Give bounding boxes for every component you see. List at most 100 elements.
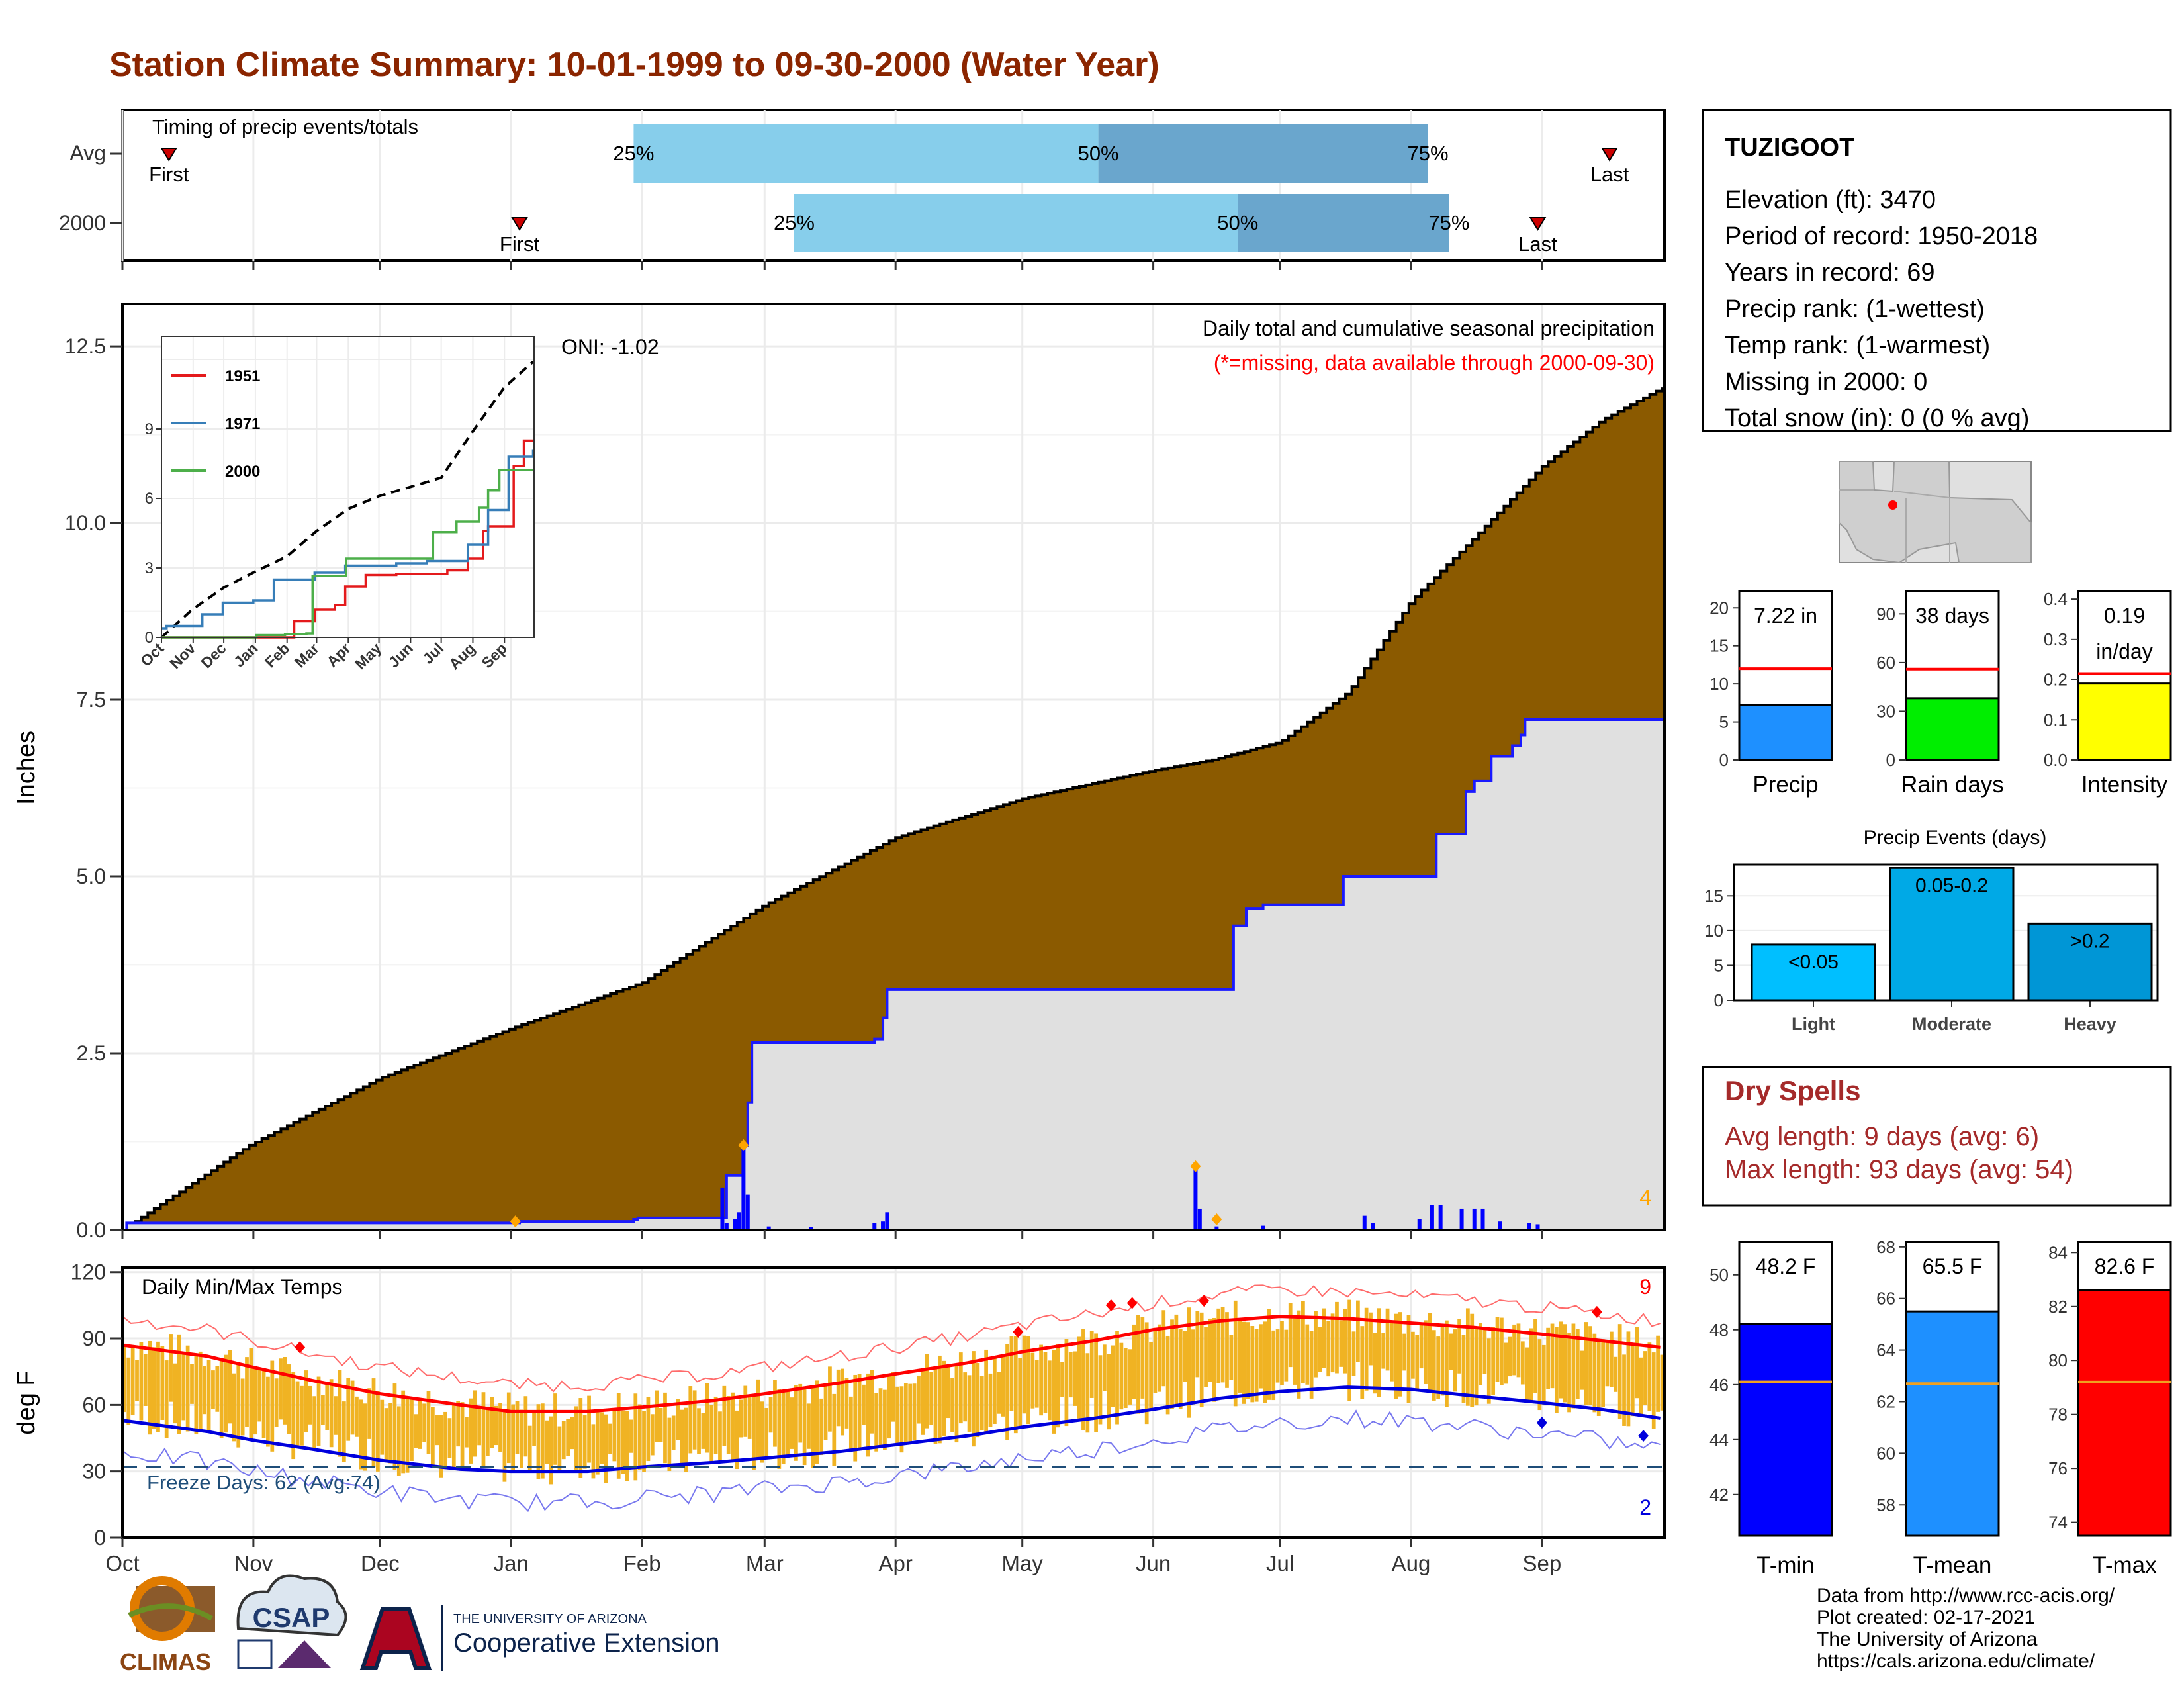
daily-temp-bar <box>1601 1339 1605 1407</box>
daily-temp-bar <box>401 1390 406 1474</box>
temp-ylabel: deg F <box>13 1370 40 1434</box>
credit-line: Data from http://www.rcc-acis.org/ <box>1817 1585 2115 1607</box>
daily-temp-bar <box>1144 1322 1149 1425</box>
daily-temp-bar <box>494 1405 498 1446</box>
daily-temp-bar <box>1563 1324 1567 1403</box>
daily-temp-bar <box>545 1420 549 1464</box>
daily-temp-bar <box>1242 1321 1246 1404</box>
station-name: TUZIGOOT <box>1725 134 1854 162</box>
daily-temp-bar <box>650 1414 655 1456</box>
daily-temp-bar <box>435 1415 439 1446</box>
daily-precip-bar <box>1197 1208 1202 1230</box>
daily-temp-bar <box>1491 1327 1496 1395</box>
daily-temp-bar <box>722 1385 727 1446</box>
daily-temp-bar <box>1402 1333 1406 1371</box>
intensity-summary-bar <box>2077 682 2172 761</box>
record-low-line <box>122 1409 1661 1513</box>
daily-temp-bar <box>984 1349 988 1434</box>
temperature-panel: 0 30 60 90 120 Oct Nov Dec Jan Feb Mar Apr May Jun Ju… <box>13 1260 1666 1575</box>
record-high-marker <box>295 1341 306 1354</box>
daily-temp-bar <box>1161 1310 1166 1387</box>
daily-temp-bar <box>215 1366 220 1412</box>
daily-temp-bar <box>135 1360 139 1401</box>
daily-temp-bar <box>1610 1331 1614 1387</box>
temp-ytick-label: 30 <box>82 1460 106 1483</box>
daily-temp-bar <box>1529 1328 1533 1402</box>
csap-text: CSAP <box>253 1602 330 1633</box>
daily-temp-bar <box>481 1392 486 1468</box>
daily-temp-bar <box>1520 1341 1525 1385</box>
record-daily-marker <box>1211 1213 1222 1225</box>
last-label: Last <box>1590 163 1629 186</box>
daily-temp-bar <box>760 1401 764 1463</box>
daily-temp-bar <box>752 1395 756 1470</box>
daily-temp-bar <box>899 1386 904 1453</box>
dry-spells-title: Dry Spells <box>1725 1075 1860 1106</box>
daily-temp-bar <box>1360 1326 1365 1399</box>
daily-temp-bar <box>228 1350 232 1424</box>
daily-temp-bar <box>1596 1340 1601 1417</box>
daily-temp-bar <box>735 1410 739 1470</box>
daily-temp-bar <box>527 1425 532 1471</box>
temp-ytick-label: 90 <box>82 1327 106 1350</box>
precip-summary-tick-label: 10 <box>1709 674 1729 694</box>
daily-temp-bar <box>1584 1322 1588 1405</box>
inset-ytick-label: 3 <box>145 559 154 577</box>
daily-temp-bar <box>363 1403 367 1471</box>
inset-series-2000 <box>161 469 533 639</box>
daily-temp-bar <box>485 1406 490 1456</box>
daily-temp-bar <box>1149 1341 1153 1411</box>
daily-temp-bar <box>206 1360 211 1432</box>
daily-temp-bar <box>777 1389 782 1469</box>
daily-temp-bar <box>1453 1329 1457 1392</box>
daily-temp-bar <box>1651 1352 1656 1429</box>
daily-temp-bar <box>680 1409 684 1465</box>
daily-temp-bar <box>422 1403 426 1442</box>
daily-temp-bar <box>718 1411 722 1461</box>
inset-legend-label: 1971 <box>225 415 260 433</box>
daily-temp-bar <box>152 1347 156 1429</box>
daily-temp-bar <box>1508 1336 1512 1377</box>
daily-temp-bar <box>853 1374 858 1462</box>
daily-temp-bar <box>950 1378 954 1432</box>
daily-temp-bar <box>903 1383 908 1445</box>
daily-temp-bar <box>1026 1336 1030 1425</box>
daily-temp-bar <box>676 1399 680 1440</box>
daily-temp-bar <box>616 1393 621 1479</box>
daily-temp-bar <box>1533 1319 1537 1393</box>
inset-ytick-label: 6 <box>145 490 154 508</box>
daily-temp-bar <box>1030 1352 1035 1409</box>
precip-event-category-label: Light <box>1792 1014 1835 1034</box>
daily-temp-bar <box>253 1368 257 1435</box>
daily-temp-bar <box>1457 1319 1461 1374</box>
intensity-summary: 0.0 0.1 0.2 0.3 0.4 0.19 in/day Intensity <box>2044 589 2172 798</box>
timing-panel: Timing of precip events/totals Avg 2000 … <box>59 109 1666 270</box>
daily-temp-bar <box>431 1407 435 1466</box>
daily-temp-bar <box>261 1369 266 1438</box>
daily-temp-bar <box>392 1383 397 1470</box>
tmax-summary-value-label: 82.6 F <box>2095 1254 2155 1278</box>
daily-temp-bar <box>1377 1308 1381 1397</box>
tmin-summary-tick-label: 48 <box>1709 1320 1729 1340</box>
precip-ylabel: Inches <box>13 731 40 805</box>
daily-temp-bar <box>1622 1354 1626 1426</box>
precip-ytick-label: 5.0 <box>77 865 106 888</box>
station-info-line: Missing in 2000: 0 <box>1725 368 1927 396</box>
daily-temp-bar <box>1102 1344 1107 1391</box>
daily-temp-bar <box>929 1372 934 1425</box>
daily-temp-bar <box>713 1396 718 1454</box>
daily-temp-bar <box>325 1382 330 1430</box>
daily-temp-bar <box>249 1348 253 1441</box>
daily-temp-bar <box>781 1391 786 1465</box>
daily-temp-bar <box>1512 1324 1516 1376</box>
daily-temp-bar <box>671 1415 676 1450</box>
daily-temp-bar <box>874 1393 879 1452</box>
daily-temp-bar <box>836 1369 841 1427</box>
daily-temp-bar <box>405 1399 410 1473</box>
daily-temp-bar <box>1330 1313 1335 1373</box>
daily-temp-bar <box>1056 1344 1060 1428</box>
daily-temp-bar <box>988 1373 993 1427</box>
daily-temp-bar <box>1479 1323 1482 1385</box>
record-daily-marker <box>1190 1160 1201 1172</box>
daily-temp-bar <box>1537 1339 1542 1411</box>
